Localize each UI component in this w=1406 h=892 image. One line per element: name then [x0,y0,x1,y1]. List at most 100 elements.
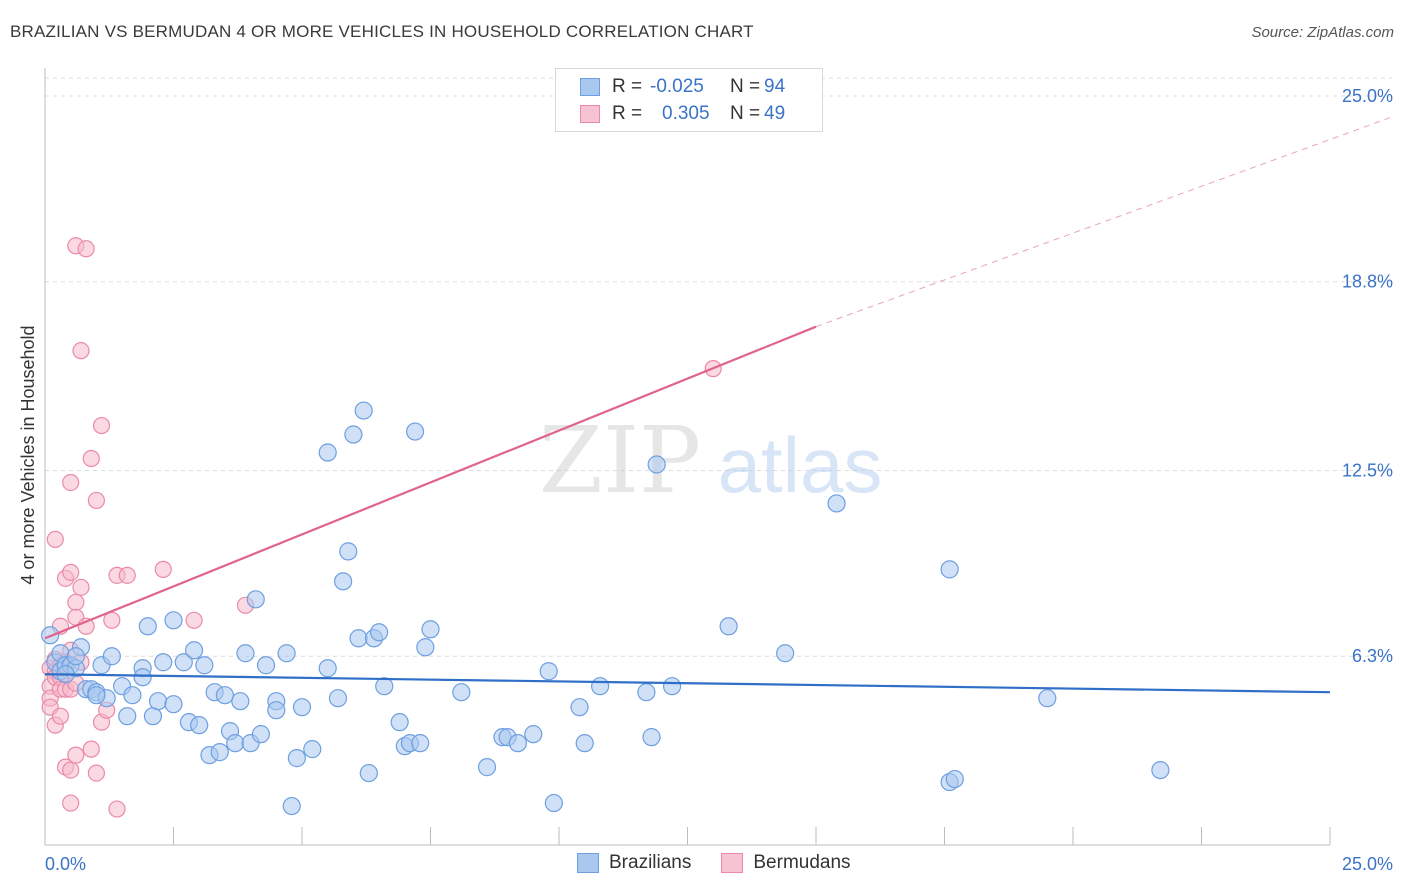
brazilians-point [287,749,306,768]
r-label: R = [612,103,643,124]
tick-labels: 6.3% 12.5% 18.8% 25.0% 0.0% 25.0% [45,86,1393,874]
brazilians-point [215,686,234,705]
bermudans-legend-swatch [721,853,744,873]
brazilians-point [827,494,846,513]
y-tick-label: 6.3% [1352,646,1393,666]
bermudans-point [118,566,136,584]
brazilians-point [637,683,656,702]
brazilians-point [508,734,527,753]
bermudans-trend-line [44,325,817,640]
bermudans-swatch [580,105,600,123]
brazilians-point [411,734,430,753]
chart-title: BRAZILIAN VS BERMUDAN 4 OR MORE VEHICLES… [10,22,754,41]
brazilians-point [190,716,209,735]
brazilians-point [102,647,121,666]
brazilians-point [133,668,152,687]
legend-item-bermudans[interactable]: Bermudans [721,852,851,874]
brazilians-point [524,725,543,744]
brazilians-point [1038,689,1057,708]
y-tick-label: 12.5% [1342,460,1393,480]
watermark-atlas: atlas [718,421,883,509]
brazilians-point [123,686,142,705]
brazilians-point [945,769,964,789]
brazilians-point [405,422,425,441]
bermudans-point [92,416,111,435]
brazilians-point [246,590,265,609]
r-value: 0.305 [662,103,710,124]
y-tick-label: 25.0% [1342,86,1393,106]
bermudans-point [67,593,85,611]
legend-row-brazilians: R = -0.025 N = 94 [580,75,785,99]
legend-label-brazilians: Brazilians [609,852,692,873]
brazilians-point [642,728,661,747]
source-credit: Source: ZipAtlas.com [1251,24,1394,41]
bermudans-point [77,240,95,258]
brazilians-trend-line [44,673,1331,694]
brazilians-point [277,644,296,663]
brazilians-point [148,692,168,711]
bermudans-point [46,530,64,548]
brazilians-point [184,641,204,660]
brazilians-point [303,740,322,759]
brazilians-point [210,743,229,762]
brazilians-point [940,560,959,579]
axes [44,68,1331,846]
bermudans-point [87,764,106,782]
brazilians-point [164,695,183,714]
brazilians-point [390,713,409,732]
brazilians-point [226,734,245,753]
bermudans-point [87,491,106,510]
brazilians-point [251,725,270,744]
brazilians-point [575,734,594,753]
brazilians-point [1151,760,1170,780]
brazilians-point [339,542,358,561]
bermudans-points [41,237,722,818]
bermudans-point [62,761,80,779]
bermudans-point [154,560,172,578]
brazilians-point [138,617,157,636]
y-axis-label: 4 or more Vehicles in Household [18,325,38,584]
bermudans-point [108,800,126,818]
brazilians-point [647,455,666,474]
n-label: N = [730,76,761,97]
bermudans-trend-extension [815,116,1393,328]
legend-item-brazilians[interactable]: Brazilians [577,852,691,874]
brazilians-point [318,443,337,462]
brazilians-point [174,653,193,672]
y-tick-label: 18.8% [1342,272,1393,292]
n-value: 49 [764,103,786,124]
brazilians-point [416,638,435,657]
bermudans-point [72,342,90,360]
brazilians-legend-swatch [577,853,599,873]
brazilians-swatch [580,78,600,96]
brazilians-point [282,796,301,816]
brazilians-point [359,763,378,783]
x-tick-label-max: 25.0% [1342,854,1393,874]
brazilians-point [118,707,137,726]
brazilians-point [164,611,183,630]
bermudans-point [62,563,80,581]
legend-row-bermudans: R = 0.305 N = 49 [580,102,785,126]
brazilians-point [719,617,738,636]
brazilians-point [292,698,312,717]
brazilians-point [318,659,337,678]
watermark: ZIP atlas [539,407,882,514]
brazilians-point [570,698,589,717]
brazilians-point [267,701,286,720]
bermudans-point [67,746,85,764]
brazilians-point [231,692,250,711]
brazilians-point [354,401,373,420]
bermudans-point [62,794,80,812]
n-value: 94 [764,76,786,97]
watermark-zip: ZIP [539,407,701,514]
brazilians-point [452,683,471,702]
brazilians-point [591,677,610,696]
brazilians-point [344,425,363,444]
brazilians-point [328,689,348,708]
series-legend: Brazilians Bermudans [577,852,881,874]
correlation-legend: R = -0.025 N = 94 R = 0.305 N = 49 [555,68,823,132]
bermudans-point [51,707,70,725]
legend-label-bermudans: Bermudans [753,852,851,873]
bermudans-point [62,473,80,492]
